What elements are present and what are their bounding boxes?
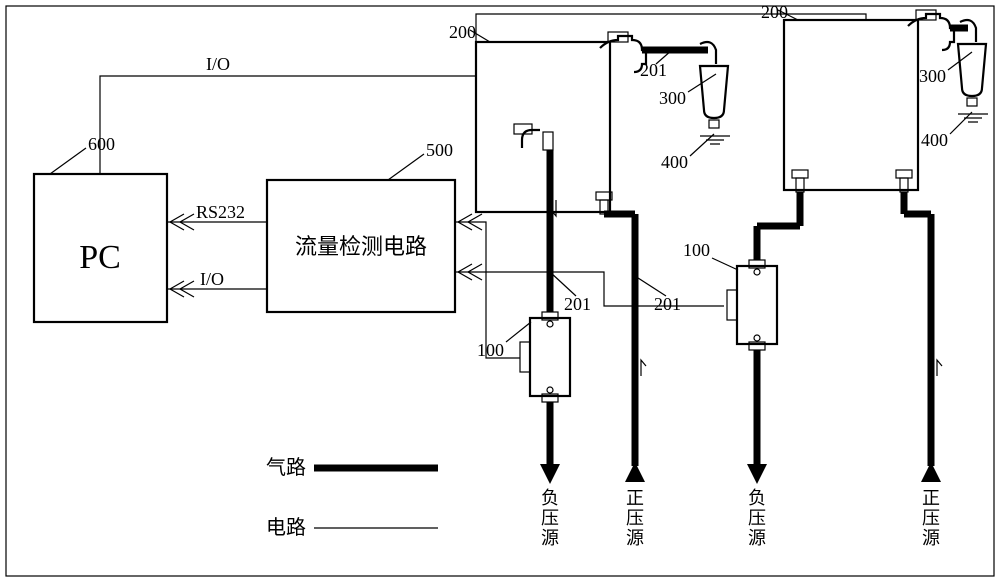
pos-left-3: 源 bbox=[626, 528, 644, 548]
bottom-labels: 负 压 源 正 压 源 负 压 源 正 压 源 bbox=[541, 488, 940, 548]
valve-right-ref: 200 bbox=[761, 2, 788, 22]
valve-box-left: 200 300 400 bbox=[449, 22, 730, 214]
hose-201-a: 201 bbox=[640, 60, 667, 80]
valve-left-ref: 200 bbox=[449, 22, 476, 42]
flow-ref: 500 bbox=[426, 140, 453, 160]
elbow-connector-icon bbox=[514, 124, 553, 150]
diagram-canvas: PC 600 流量检测电路 500 RS232 I/O I/O bbox=[0, 0, 1000, 582]
sensor-left-ref: 100 bbox=[477, 340, 504, 360]
legend-circuit-label: 电路 bbox=[266, 516, 306, 539]
nozzle-right bbox=[958, 20, 988, 122]
pos-right-3: 源 bbox=[922, 528, 940, 548]
neg-right-2: 压 bbox=[748, 508, 766, 528]
nozzle-left bbox=[700, 42, 730, 144]
neg-pipe-left: 100 bbox=[477, 150, 570, 484]
legend-air-label: 气路 bbox=[266, 456, 306, 479]
nozzle-left-ref-300: 300 bbox=[659, 88, 686, 108]
neg-pipe-right: 100 bbox=[683, 192, 800, 484]
pos-pipe-left bbox=[604, 214, 646, 482]
neg-right-3: 源 bbox=[748, 528, 766, 548]
hose-201-b: 201 bbox=[564, 294, 591, 314]
neg-left-3: 源 bbox=[541, 528, 559, 548]
pos-right-1: 正 bbox=[922, 488, 940, 508]
flow-sensor-right bbox=[727, 260, 777, 350]
pc-label: PC bbox=[79, 239, 121, 276]
rs232-label: RS232 bbox=[196, 202, 245, 222]
rs232-line: RS232 bbox=[167, 202, 267, 230]
neg-right-1: 负 bbox=[748, 488, 766, 508]
flow-detect-block: 流量检测电路 500 bbox=[267, 140, 455, 312]
nozzle-left-ref-400: 400 bbox=[661, 152, 688, 172]
nozzle-right-ref-300: 300 bbox=[919, 66, 946, 86]
pos-pipe-right bbox=[904, 192, 942, 482]
sensor-signal-left bbox=[455, 214, 520, 358]
elbow-connector-icon bbox=[908, 10, 954, 50]
pos-left-1: 正 bbox=[626, 488, 644, 508]
pos-left-2: 压 bbox=[626, 508, 644, 528]
hose-201-c: 201 bbox=[654, 294, 681, 314]
legend: 气路 电路 bbox=[266, 456, 438, 539]
nozzle-right-ref-400: 400 bbox=[921, 130, 948, 150]
sensor-right-ref: 100 bbox=[683, 240, 710, 260]
outer-border bbox=[6, 6, 994, 576]
pc-ref: 600 bbox=[88, 134, 115, 154]
io-top-label: I/O bbox=[206, 54, 230, 74]
io-bottom-line: I/O bbox=[167, 269, 267, 297]
neg-left-2: 压 bbox=[541, 508, 559, 528]
valve-box-right: 200 300 400 bbox=[761, 2, 988, 192]
io-bottom-label: I/O bbox=[200, 269, 224, 289]
neg-left-1: 负 bbox=[541, 488, 559, 508]
pos-right-2: 压 bbox=[922, 508, 940, 528]
flow-label: 流量检测电路 bbox=[295, 234, 427, 259]
